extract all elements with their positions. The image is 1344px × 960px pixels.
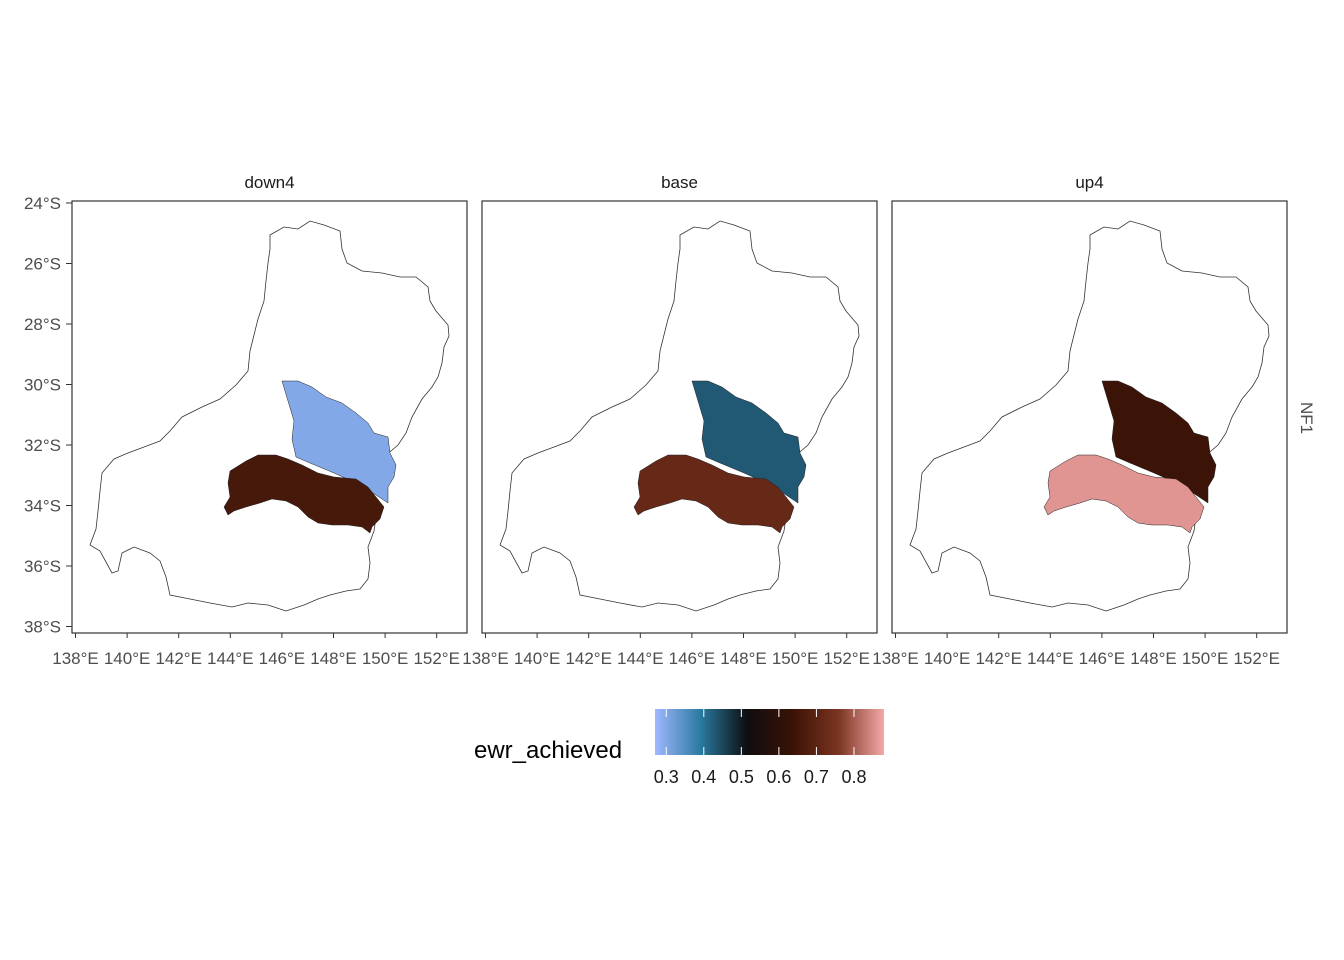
x-axis: 138°E 140°E 142°E 144°E 146°E 148°E 150°E 152°E	[872, 633, 1280, 668]
region-north	[691, 380, 807, 504]
y-tick-label: 24°S	[24, 194, 61, 213]
y-tick-label: 28°S	[24, 315, 61, 334]
region-south	[1043, 454, 1205, 534]
y-tick-label: 30°S	[24, 376, 61, 395]
x-tick-label: 138°E	[872, 649, 919, 668]
basin-outline	[909, 220, 1270, 612]
legend-tick-label: 0.7	[804, 767, 829, 787]
y-tick-label: 34°S	[24, 497, 61, 516]
y-tick-label: 32°S	[24, 436, 61, 455]
panel-up4: up4 138°E 140°E 142°E 144°E 146°E 148°E 150°E 15…	[872, 173, 1288, 668]
y-tick-label: 38°S	[24, 618, 61, 637]
region-north	[1101, 380, 1217, 504]
x-tick-label: 146°E	[259, 649, 306, 668]
x-tick-label: 150°E	[362, 649, 409, 668]
x-tick-label: 140°E	[924, 649, 971, 668]
y-axis: 24°S 26°S 28°S 30°S 32°S 34°S 36°S 38°S	[24, 194, 72, 637]
x-tick-label: 152°E	[823, 649, 870, 668]
basin-outline	[499, 220, 860, 612]
facet-row-label: NF1	[1297, 402, 1316, 434]
x-tick-label: 142°E	[565, 649, 612, 668]
x-tick-label: 142°E	[155, 649, 202, 668]
basin-outline	[89, 220, 450, 612]
legend-tick-label: 0.8	[841, 767, 866, 787]
x-tick-label: 138°E	[462, 649, 509, 668]
legend: ewr_achieved 0.3 0.4 0.5 0.6 0.7 0.8	[474, 709, 884, 787]
x-tick-label: 144°E	[207, 649, 254, 668]
region-north	[281, 380, 397, 504]
panel-border	[481, 200, 878, 634]
x-tick-label: 144°E	[617, 649, 664, 668]
x-axis: 138°E 140°E 142°E 144°E 146°E 148°E 150°E 152°E	[462, 633, 870, 668]
x-tick-label: 150°E	[772, 649, 819, 668]
panel-strip-label: up4	[1075, 173, 1103, 192]
x-tick-label: 138°E	[52, 649, 99, 668]
x-tick-label: 148°E	[1130, 649, 1177, 668]
y-tick-label: 36°S	[24, 557, 61, 576]
colorbar	[655, 709, 884, 755]
x-tick-label: 140°E	[104, 649, 151, 668]
panel-base: base 138°E 140°E 142°E 144°E 146°E 148°E 150°E 1…	[462, 173, 878, 668]
panel-down4: down4 138°E 140°E 142°E 144°E 146°E 148°E 150°E…	[52, 173, 468, 668]
region-south	[633, 454, 795, 534]
panel-border	[71, 200, 468, 634]
x-axis: 138°E 140°E 142°E 144°E 146°E 148°E 150°E 152°E	[52, 633, 460, 668]
panel-border	[891, 200, 1288, 634]
panel-strip-label: down4	[244, 173, 294, 192]
x-tick-label: 146°E	[1079, 649, 1126, 668]
legend-tick-label: 0.4	[691, 767, 716, 787]
legend-tick-label: 0.6	[766, 767, 791, 787]
x-tick-label: 146°E	[669, 649, 716, 668]
legend-tick-label: 0.3	[654, 767, 679, 787]
x-tick-label: 148°E	[310, 649, 357, 668]
panel-strip-label: base	[661, 173, 698, 192]
y-tick-label: 26°S	[24, 255, 61, 274]
legend-tick-label: 0.5	[729, 767, 754, 787]
x-tick-label: 140°E	[514, 649, 561, 668]
legend-title: ewr_achieved	[474, 737, 622, 764]
region-south	[223, 454, 385, 534]
x-tick-label: 142°E	[975, 649, 1022, 668]
x-tick-label: 144°E	[1027, 649, 1074, 668]
x-tick-label: 150°E	[1182, 649, 1229, 668]
x-tick-label: 152°E	[413, 649, 460, 668]
x-tick-label: 152°E	[1233, 649, 1280, 668]
x-tick-label: 148°E	[720, 649, 767, 668]
